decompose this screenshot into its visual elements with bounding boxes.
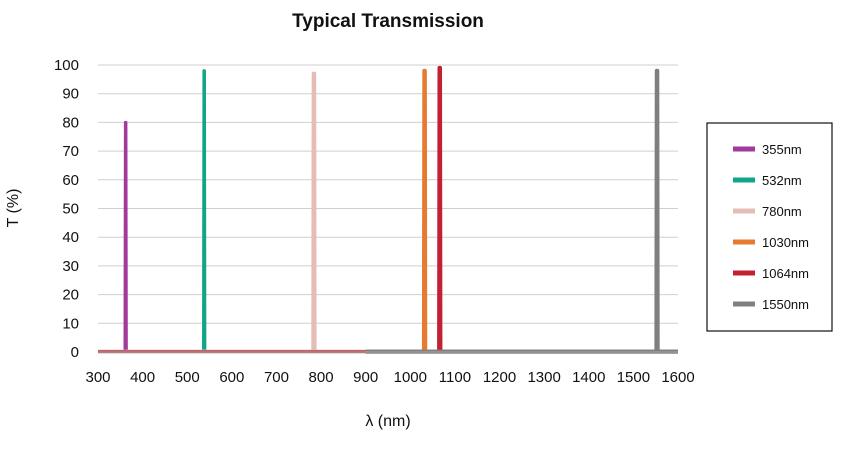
x-tick-labels: 300 400 500 600 700 800 900 1000 1100 1200 1300 140… [85,369,694,386]
x-tick-label: 700 [264,369,289,386]
y-tick-label: 70 [62,143,79,160]
y-tick-label: 80 [62,114,79,131]
x-tick-label: 1300 [527,369,560,386]
y-tick-label: 90 [62,86,79,103]
x-tick-label: 1400 [572,369,605,386]
legend-label: 1030nm [762,235,809,250]
x-tick-label: 1000 [394,369,427,386]
y-axis-label: T (%) [5,189,22,228]
y-tick-label: 50 [62,201,79,218]
y-tick-label: 30 [62,258,79,275]
legend-label: 532nm [762,173,802,188]
x-axis-label: λ (nm) [365,413,410,430]
x-tick-label: 1600 [661,369,694,386]
x-tick-label: 900 [353,369,378,386]
x-tick-label: 1500 [617,369,650,386]
x-tick-label: 300 [85,369,110,386]
y-tick-label: 10 [62,315,79,332]
legend-label: 1064nm [762,266,809,281]
x-tick-label: 1200 [483,369,516,386]
y-tick-label: 20 [62,287,79,304]
x-tick-label: 600 [219,369,244,386]
series-line-1030nm [365,68,678,354]
y-tick-label: 0 [71,344,79,361]
series-group [98,65,678,354]
series-line-780nm [98,71,366,354]
gridlines [98,64,678,324]
x-tick-label: 500 [175,369,200,386]
series-line-1550nm [365,68,678,354]
legend-box [706,122,833,332]
y-tick-label: 40 [62,229,79,246]
x-tick-label: 800 [309,369,334,386]
series-line-1064nm [437,65,443,352]
legend-label: 780nm [762,204,802,219]
legend-label: 1550nm [762,297,809,312]
legend-label: 355nm [762,142,802,157]
series-line-532nm [98,69,366,354]
chart-title: Typical Transmission [292,11,484,32]
x-tick-label: 1100 [439,369,471,386]
x-tick-label: 400 [130,369,155,386]
legend: 355nm 532nm 780nm 1030nm 1064nm 1550nm [706,122,833,332]
y-tick-label: 100 [54,57,79,74]
y-tick-label: 60 [62,172,79,189]
y-tick-labels: 0 10 20 30 40 50 60 70 80 90 100 [54,57,79,361]
